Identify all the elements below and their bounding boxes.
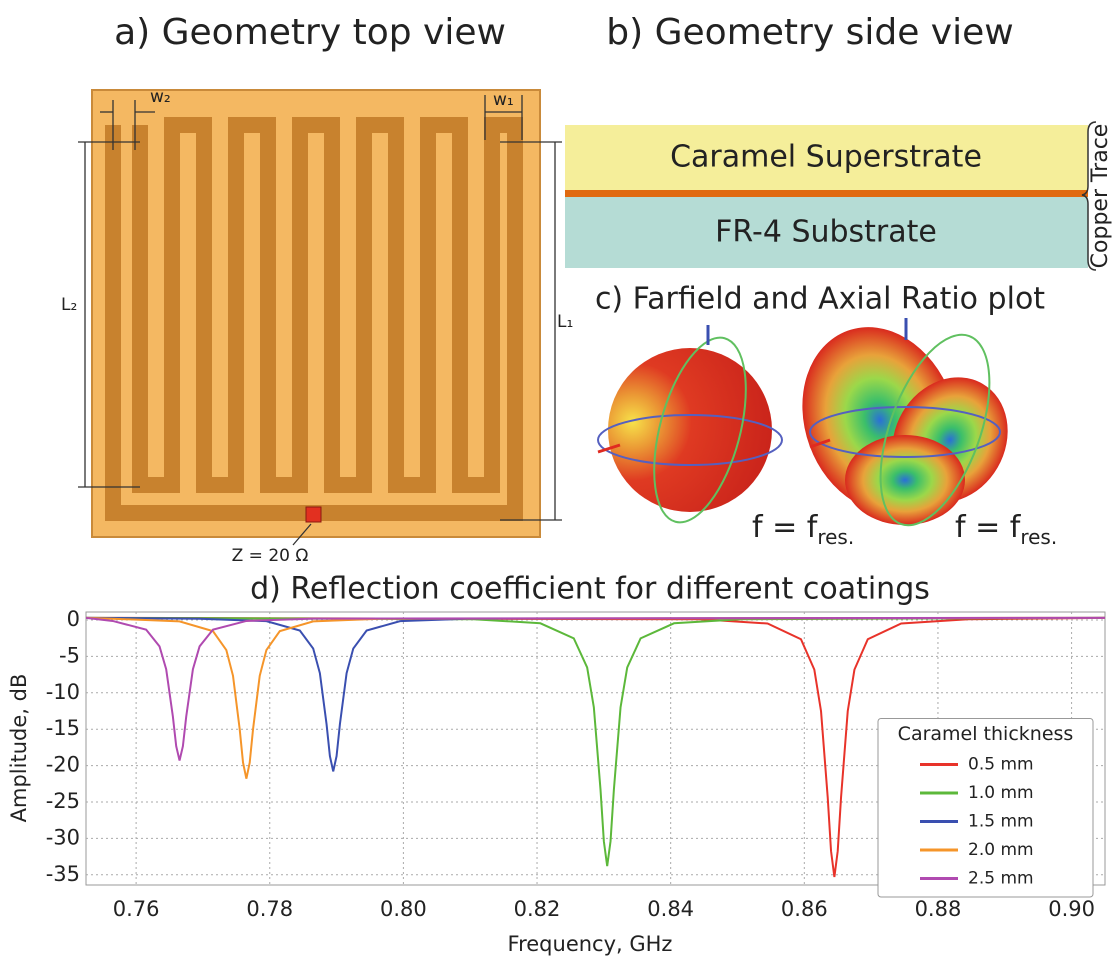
port-label: Z = 20 Ω [232, 546, 309, 566]
y-tick-label: -15 [46, 716, 80, 740]
legend-label: 0.5 mm [968, 755, 1034, 775]
layer-label: Caramel Superstrate [670, 140, 982, 175]
y-tick-label: -30 [46, 825, 80, 849]
legend-label: 2.5 mm [968, 869, 1034, 889]
legend: Caramel thickness 0.5 mm 1.0 mm 1.5 mm 2.0 m… [878, 719, 1093, 898]
y-tick-label: -35 [46, 862, 80, 886]
dimension-label: L₁ [557, 312, 573, 332]
feed-port [306, 507, 321, 522]
legend-label: 2.0 mm [968, 840, 1034, 860]
figure: a) Geometry top view w₂ w₁ L₂ L₁ Z = 20 … [0, 0, 1113, 978]
frequency-caption: f = fres. [955, 510, 1057, 549]
legend-label: 1.0 mm [968, 783, 1034, 803]
x-tick-label: 0.76 [113, 897, 160, 921]
copper-trace-layer [565, 190, 1088, 197]
x-tick-label: 0.78 [246, 897, 293, 921]
frequency-caption: f = fres. [752, 510, 854, 549]
dimension-label: w₂ [150, 87, 171, 107]
y-tick-label: -5 [59, 643, 80, 667]
x-tick-label: 0.90 [1048, 897, 1095, 921]
chart-title: d) Reflection coefficient for different … [250, 572, 930, 607]
dimension-label: w₁ [493, 90, 514, 110]
legend-title: Caramel thickness [898, 723, 1074, 745]
panel-a-title: a) Geometry top view [114, 12, 506, 53]
caption-text: f = f [752, 510, 819, 545]
panel-b-title: b) Geometry side view [606, 12, 1013, 53]
y-tick-label: -25 [46, 789, 80, 813]
y-tick-label: -10 [46, 680, 80, 704]
layer-label: FR-4 Substrate [715, 215, 937, 250]
caption-subscript: res. [817, 525, 854, 549]
x-axis-label: Frequency, GHz [508, 932, 673, 956]
y-axis-label: Amplitude, dB [7, 674, 31, 823]
legend-label: 1.5 mm [968, 812, 1034, 832]
x-tick-label: 0.86 [781, 897, 828, 921]
farfield-pattern [598, 325, 782, 532]
x-tick-label: 0.88 [915, 897, 962, 921]
x-tick-label: 0.82 [514, 897, 561, 921]
dimension-label: L₂ [61, 295, 77, 315]
trace-label: Copper Trace [1088, 124, 1113, 269]
axial-ratio-pattern [777, 305, 1030, 539]
y-tick-label: 0 [67, 607, 80, 631]
caption-subscript: res. [1020, 525, 1057, 549]
x-tick-label: 0.84 [647, 897, 694, 921]
panel-c-title: c) Farfield and Axial Ratio plot [595, 282, 1045, 317]
x-tick-label: 0.80 [380, 897, 427, 921]
antenna-board [92, 90, 540, 537]
caption-text: f = f [955, 510, 1022, 545]
y-tick-label: -20 [46, 753, 80, 777]
